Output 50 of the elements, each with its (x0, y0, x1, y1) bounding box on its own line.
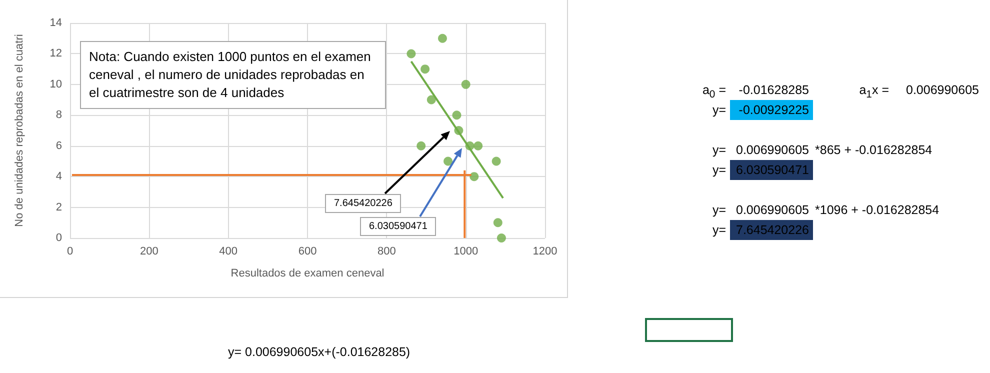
x-tick-label: 0 (66, 246, 74, 258)
text: 0.006990605 (735, 142, 810, 159)
point (406, 49, 416, 58)
text: y= (711, 142, 727, 159)
x-axis-title: Resultados de examen ceneval (230, 268, 384, 280)
y-tick-label: 0 (56, 232, 62, 244)
text: y= (711, 102, 727, 119)
x-tick-label: 800 (377, 246, 396, 258)
point (452, 110, 462, 120)
x-tick-label: 400 (219, 246, 238, 258)
x-tick-label: 200 (140, 246, 158, 258)
text: -0.00929225 (730, 100, 813, 120)
y-tick-label: 10 (50, 78, 62, 90)
point (438, 34, 447, 43)
point (496, 234, 506, 242)
text: y= 0.006990605x+(-0.01628285) (228, 344, 412, 361)
x-tick-label: 1000 (454, 246, 478, 258)
text: 6.030590471 (730, 160, 813, 180)
annotation: 7.645420226 (325, 194, 402, 212)
y-axis-title: No de unidades reprobadas en el cuatri (14, 34, 26, 227)
point (444, 156, 453, 166)
text: y= (711, 222, 727, 239)
text: y= (711, 162, 727, 179)
point (426, 95, 436, 104)
y-tick-label: 2 (56, 201, 62, 214)
text: 0.006990605 (735, 202, 810, 219)
point (461, 80, 470, 89)
point (492, 156, 501, 166)
y-tick-label: 12 (50, 48, 62, 60)
text: *1096 + -0.016282854 (815, 202, 940, 219)
y-tick-label: 4 (56, 170, 62, 183)
text: -0.01628285 (738, 82, 810, 99)
point (474, 141, 483, 150)
annotation: 6.030590471 (360, 216, 436, 236)
point (416, 141, 426, 150)
y-tick-label: 14 (50, 17, 62, 29)
text: a$_{0}$ = (701, 82, 727, 100)
text: *865 + -0.016282854 (815, 142, 934, 159)
annotation: Nota: Cuando existen 1000 puntos en el examen ceneval , el numero de unidades reprobadas en el cuatrimestre son de 4 unidades (80, 41, 386, 109)
point (420, 64, 430, 74)
point (470, 172, 479, 182)
y-tick-label: 8 (56, 109, 62, 122)
text: 7.645420226 (730, 220, 813, 240)
x-tick-label: 600 (298, 246, 317, 258)
y-tick-label: 6 (56, 140, 62, 152)
point (493, 218, 502, 228)
text: 0.006990605 (905, 82, 980, 99)
text: a$_{1}$x = (858, 82, 890, 100)
text: y= (711, 202, 727, 219)
x-tick-label: 1200 (532, 246, 558, 258)
